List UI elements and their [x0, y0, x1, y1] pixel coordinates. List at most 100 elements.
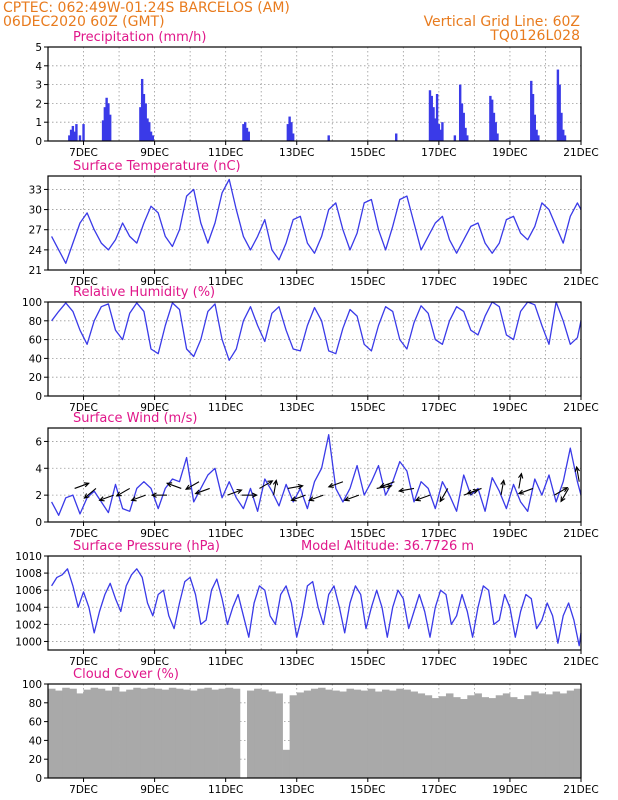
- precip-bar: [460, 103, 464, 141]
- cloud-cover-bar: [566, 690, 575, 778]
- precip-bar: [556, 69, 560, 141]
- x-tick-label: 19DEC: [492, 402, 527, 414]
- cloud-cover-bar: [204, 687, 212, 778]
- x-tick-label: 17DEC: [421, 528, 456, 540]
- x-tick-label: 9DEC: [140, 147, 169, 159]
- cloud-cover-bar: [481, 697, 490, 778]
- series-line: [51, 178, 582, 264]
- y-tick-label: 21: [29, 265, 42, 277]
- x-tick-label: 21DEC: [563, 528, 598, 540]
- precip-bar: [453, 135, 457, 141]
- panel-title: Relative Humidity (%): [73, 285, 215, 300]
- cloud-cover-bar: [410, 691, 418, 778]
- x-tick-label: 13DEC: [279, 656, 314, 668]
- x-tick-label: 17DEC: [421, 784, 456, 796]
- wind-arrow: [241, 492, 258, 498]
- panel-frame: [47, 555, 582, 651]
- header-model-id: TQ0126L028: [490, 28, 580, 44]
- precip-bar: [242, 124, 245, 141]
- precip-bar: [492, 112, 496, 141]
- cloud-cover-bar: [111, 686, 120, 778]
- precip-bar: [144, 103, 147, 141]
- cloud-cover-bar: [396, 688, 404, 778]
- precip-bar: [78, 135, 82, 141]
- x-tick-label: 7DEC: [69, 402, 98, 414]
- panel-6: 0 20 40 60 80 100 7DEC 9DEC 11DEC 13DEC 15DEC 17DEC…: [22, 667, 599, 796]
- y-tick-label: 1010: [15, 551, 42, 563]
- cloud-cover-bar: [225, 687, 234, 778]
- panel-title: Cloud Cover (%): [73, 667, 179, 682]
- x-tick-label: 17DEC: [421, 147, 456, 159]
- panel-frame: [47, 301, 582, 397]
- x-tick-label: 15DEC: [350, 656, 385, 668]
- cloud-cover-bar: [353, 689, 362, 778]
- wind-arrow: [272, 479, 279, 496]
- wind-arrow: [130, 494, 146, 502]
- cloud-cover-bar: [90, 687, 99, 778]
- y-tick-label: 1004: [15, 602, 42, 614]
- x-tick-label: 19DEC: [492, 656, 527, 668]
- precip-bar: [563, 135, 567, 141]
- x-tick-label: 19DEC: [492, 147, 527, 159]
- precip-bar: [148, 122, 151, 141]
- cloud-cover-bar: [55, 690, 63, 778]
- x-tick-label: 19DEC: [492, 528, 527, 540]
- y-tick-label: 2: [35, 490, 42, 502]
- precip-bar: [496, 133, 499, 141]
- cloud-cover-bar: [389, 690, 397, 778]
- y-tick-label: 20: [29, 372, 42, 384]
- precip-bar: [432, 107, 435, 141]
- cloud-cover-bar: [168, 687, 177, 778]
- x-tick-label: 21DEC: [563, 402, 598, 414]
- x-tick-label: 11DEC: [208, 402, 243, 414]
- x-tick-label: 21DEC: [563, 784, 598, 796]
- precip-bar: [428, 90, 432, 141]
- cloud-cover-bar: [275, 693, 283, 778]
- wind-arrow: [379, 481, 395, 488]
- x-tick-label: 17DEC: [421, 402, 456, 414]
- cloud-cover-bar: [502, 693, 511, 778]
- precip-bar: [142, 94, 146, 141]
- cloud-cover-bar: [218, 688, 227, 778]
- panel-frame: [47, 46, 582, 142]
- precip-bar: [68, 135, 71, 141]
- x-tick-label: 9DEC: [140, 784, 169, 796]
- cloud-cover-bar: [48, 688, 56, 778]
- wind-arrow: [560, 488, 570, 503]
- precip-bar: [462, 112, 465, 141]
- cloud-cover-bar: [62, 687, 70, 778]
- x-tick-label: 9DEC: [140, 528, 169, 540]
- x-tick-label: 15DEC: [350, 784, 385, 796]
- wind-arrow: [194, 487, 210, 495]
- precip-bar: [430, 95, 433, 141]
- x-tick-label: 11DEC: [208, 528, 243, 540]
- cloud-cover-bar: [76, 693, 84, 778]
- panel-title: Precipitation (mm/h): [73, 30, 206, 45]
- header-datetime: 06DEC2020 60Z (GMT): [3, 14, 165, 30]
- cloud-cover-bar: [453, 697, 461, 778]
- y-tick-label: 2: [35, 98, 42, 110]
- cloud-cover-bar: [545, 694, 553, 778]
- y-tick-label: 4: [35, 463, 42, 475]
- cloud-cover-bar: [83, 689, 92, 778]
- wind-arrow: [308, 494, 324, 502]
- cloud-cover-bar: [104, 690, 113, 778]
- cloud-cover-bar: [488, 698, 497, 778]
- x-tick-label: 13DEC: [279, 784, 314, 796]
- cloud-cover-bar: [211, 689, 219, 778]
- precip-bar: [146, 118, 149, 141]
- cloud-cover-bar: [289, 695, 298, 778]
- cloud-cover-bar: [524, 695, 532, 778]
- precip-bar: [105, 97, 108, 141]
- x-tick-label: 13DEC: [279, 147, 314, 159]
- y-tick-label: 60: [29, 717, 42, 729]
- wind-arrow: [466, 487, 482, 495]
- cloud-cover-bar: [360, 690, 369, 778]
- x-tick-label: 13DEC: [279, 276, 314, 288]
- wind-arrow: [98, 494, 114, 502]
- wind-arrow: [554, 487, 569, 496]
- x-tick-label: 13DEC: [279, 528, 314, 540]
- precip-bar: [107, 103, 110, 141]
- wind-arrow: [343, 494, 360, 502]
- y-tick-label: 0: [35, 391, 42, 403]
